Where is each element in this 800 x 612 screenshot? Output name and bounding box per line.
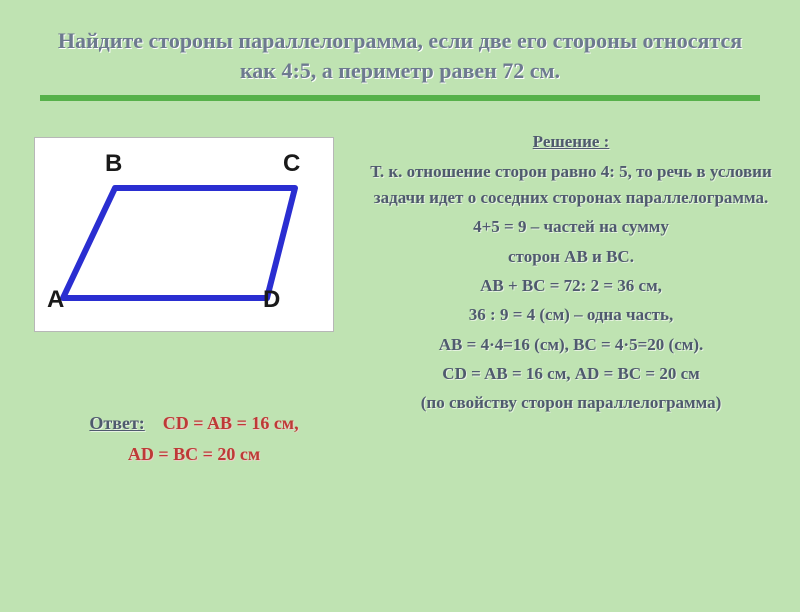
solution-line4: АВ + ВС = 72: 2 = 36 см, xyxy=(364,273,778,299)
answer-label: Ответ: xyxy=(89,413,144,433)
answer-line1: СD = AB = 16 см, xyxy=(163,413,299,433)
solution-line6: АВ = 4·4=16 (см), ВС = 4·5=20 (см). xyxy=(364,332,778,358)
vertex-label-d: D xyxy=(263,286,280,314)
vertex-label-b: B xyxy=(105,150,122,178)
page-title: Найдите стороны параллелограмма, если дв… xyxy=(50,26,750,85)
parallelogram-figure: A B C D xyxy=(34,137,334,332)
solution-line8: (по свойству сторон параллелограмма) xyxy=(364,390,778,416)
solution-line5: 36 : 9 = 4 (см) – одна часть, xyxy=(364,302,778,328)
content-area: A B C D Ответ: СD = AB = 16 см, AD = BC … xyxy=(0,129,800,469)
solution-line3: сторон АВ и ВС. xyxy=(364,244,778,270)
vertex-label-c: C xyxy=(283,150,300,178)
vertex-label-a: A xyxy=(47,286,64,314)
solution-line7: СD = AB = 16 см, AD = BC = 20 см xyxy=(364,361,778,387)
answer-line2: AD = BC = 20 см xyxy=(128,444,260,464)
answer-block: Ответ: СD = AB = 16 см, AD = BC = 20 см xyxy=(34,408,354,469)
solution-heading: Решение : xyxy=(364,129,778,155)
solution-line2: 4+5 = 9 – частей на сумму xyxy=(364,214,778,240)
left-column: A B C D Ответ: СD = AB = 16 см, AD = BC … xyxy=(34,129,354,469)
parallelogram-shape xyxy=(63,188,295,298)
solution-column: Решение : Т. к. отношение сторон равно 4… xyxy=(364,129,778,469)
solution-line1: Т. к. отношение сторон равно 4: 5, то ре… xyxy=(364,159,778,212)
title-box: Найдите стороны параллелограмма, если дв… xyxy=(40,12,760,101)
